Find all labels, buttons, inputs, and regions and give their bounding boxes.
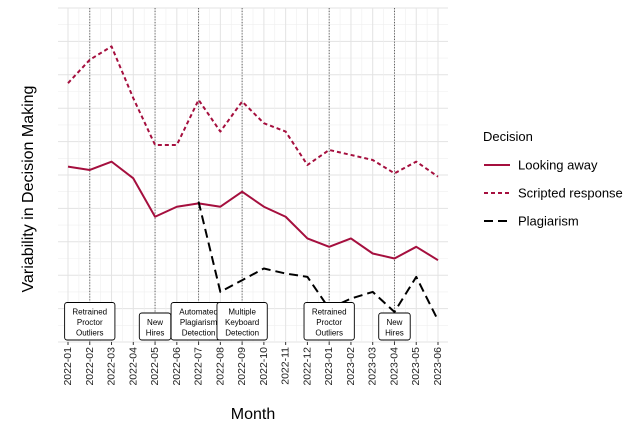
annotation-label: Keyboard [225,318,259,327]
annotation-label: Outliers [315,329,343,338]
annotation-box [303,302,355,341]
event-annotation: New Hires [378,312,411,341]
series-line-looking-away [67,160,439,262]
x-tick-label: 2023-02 [345,347,357,386]
x-tick-label: 2023-05 [410,347,422,386]
annotation-box [64,302,116,341]
annotation-label: Outliers [76,329,104,338]
annotation-box [216,302,268,341]
x-tick-label: 2022-12 [301,347,313,386]
annotation-label: New [147,318,163,327]
legend-label: Plagiarism [518,214,579,229]
annotation-label: Retrained [312,308,347,317]
x-tick-label: 2022-02 [84,347,96,386]
annotation-label: Hires [146,329,165,338]
annotation-label: Automated [179,308,218,317]
grid [58,7,448,343]
x-tick-label: 2022-07 [193,347,205,386]
annotation-label: Detection [182,329,216,338]
annotation-label: Proctor [77,318,103,327]
x-tick-label: 2023-01 [323,347,335,386]
annotation-label: New [386,318,402,327]
annotation-label: Retrained [72,308,107,317]
series-lines [67,45,439,321]
series-line-plagiarism [197,201,439,321]
legend-title: Decision [483,129,533,144]
x-tick-label: 2022-10 [258,347,270,386]
annotation-box [378,312,411,341]
x-tick-label: 2022-01 [62,347,74,386]
x-tick-label: 2022-05 [149,347,161,386]
annotation-label: Proctor [316,318,342,327]
annotation-label: Multiple [228,308,256,317]
x-tick-label: 2022-09 [236,347,248,386]
x-tick-label: 2023-03 [367,347,379,386]
x-tick-label: 2022-08 [214,347,226,386]
x-tick-label: 2022-03 [106,347,118,386]
x-tick-label: 2022-11 [280,347,292,385]
event-annotation: New Hires [138,312,172,341]
annotation-label: Hires [385,329,404,338]
x-tick-labels: 2022-01 2022-02 2022-03 2022-04 2022-05 2022-… [62,342,444,386]
legend-label: Scripted response [518,186,623,201]
x-tick-label: 2023-06 [432,347,444,386]
x-axis-title: Month [231,406,275,423]
legend: Decision Looking away Scripted response Pl… [483,129,623,229]
event-markers [89,8,395,342]
annotation-label: Detection [225,329,259,338]
x-tick-label: 2022-06 [171,347,183,386]
event-annotations: RetrainedProctorOutliersNewHiresAutomate… [64,302,411,341]
x-tick-label: 2023-04 [388,347,400,386]
annotation-label: Plagiarism [180,318,218,327]
legend-label: Looking away [518,158,598,173]
x-tick-label: 2022-04 [127,347,139,386]
y-axis-title: Variability in Decision Making [20,86,37,293]
